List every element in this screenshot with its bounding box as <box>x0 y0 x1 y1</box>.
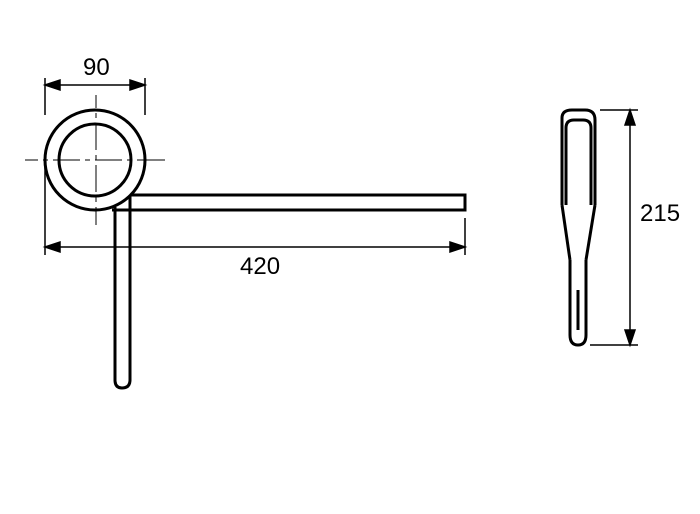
dim-coil-diameter: 90 <box>83 54 110 82</box>
dim-length: 420 <box>240 253 280 281</box>
dim-height: 215 <box>640 200 680 228</box>
